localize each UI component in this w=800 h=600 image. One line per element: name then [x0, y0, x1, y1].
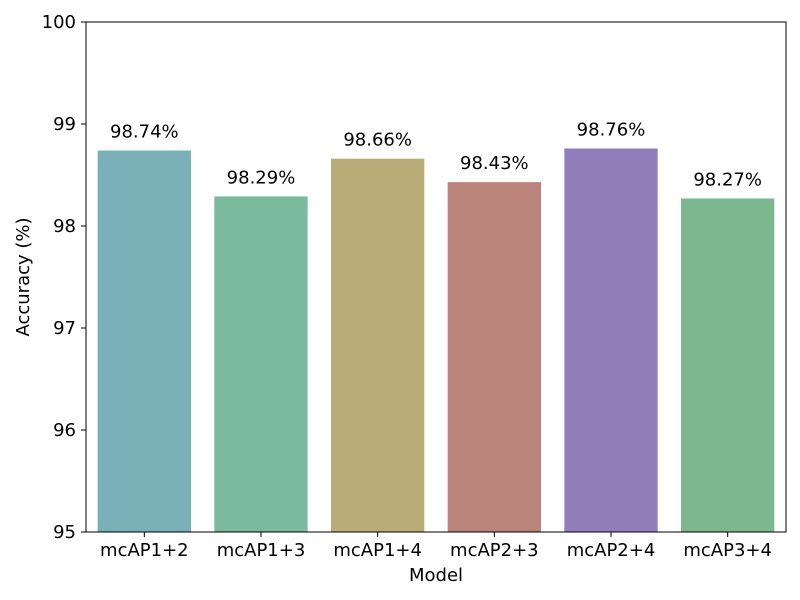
x-tick-label: mcAP2+3 [450, 540, 539, 561]
y-axis-label: Accuracy (%) [13, 217, 34, 336]
bar-mcAP3+4 [681, 198, 775, 532]
plot-frame [85, 21, 787, 533]
data-label: 98.43% [460, 153, 529, 174]
x-tick-label: mcAP1+3 [217, 540, 306, 561]
y-tick-label: 100 [42, 12, 76, 33]
bar-mcAP2+3 [447, 182, 541, 532]
x-tick-label: mcAP1+2 [100, 540, 189, 561]
data-labels-group: 98.74% 98.29% 98.66% 98.43% 98.76% 98.27% [110, 119, 762, 190]
y-tick-label: 96 [53, 420, 76, 441]
x-tick-label: mcAP3+4 [683, 540, 772, 561]
data-label: 98.74% [110, 122, 179, 143]
y-tick-label: 95 [53, 522, 76, 543]
y-tick-label: 97 [53, 318, 76, 339]
bar-mcAP1+2 [97, 150, 191, 532]
y-tick-label: 98 [53, 216, 76, 237]
bars-group [97, 148, 775, 533]
bar-mcAP2+4 [564, 148, 658, 533]
x-axis: mcAP1+2 mcAP1+3 mcAP1+4 mcAP2+3 mcAP2+4 mcAP3… [100, 532, 772, 561]
x-tick-label: mcAP1+4 [333, 540, 422, 561]
bar-mcAP1+3 [214, 196, 308, 533]
y-axis: 95 96 97 98 99 100 [42, 12, 86, 543]
data-label: 98.76% [577, 119, 646, 140]
bar-mcAP1+4 [331, 158, 425, 532]
y-tick-label: 99 [53, 114, 76, 135]
data-label: 98.66% [343, 130, 412, 151]
x-tick-label: mcAP2+4 [567, 540, 656, 561]
x-axis-label: Model [409, 565, 463, 586]
data-label: 98.27% [693, 169, 762, 190]
data-label: 98.29% [227, 167, 296, 188]
